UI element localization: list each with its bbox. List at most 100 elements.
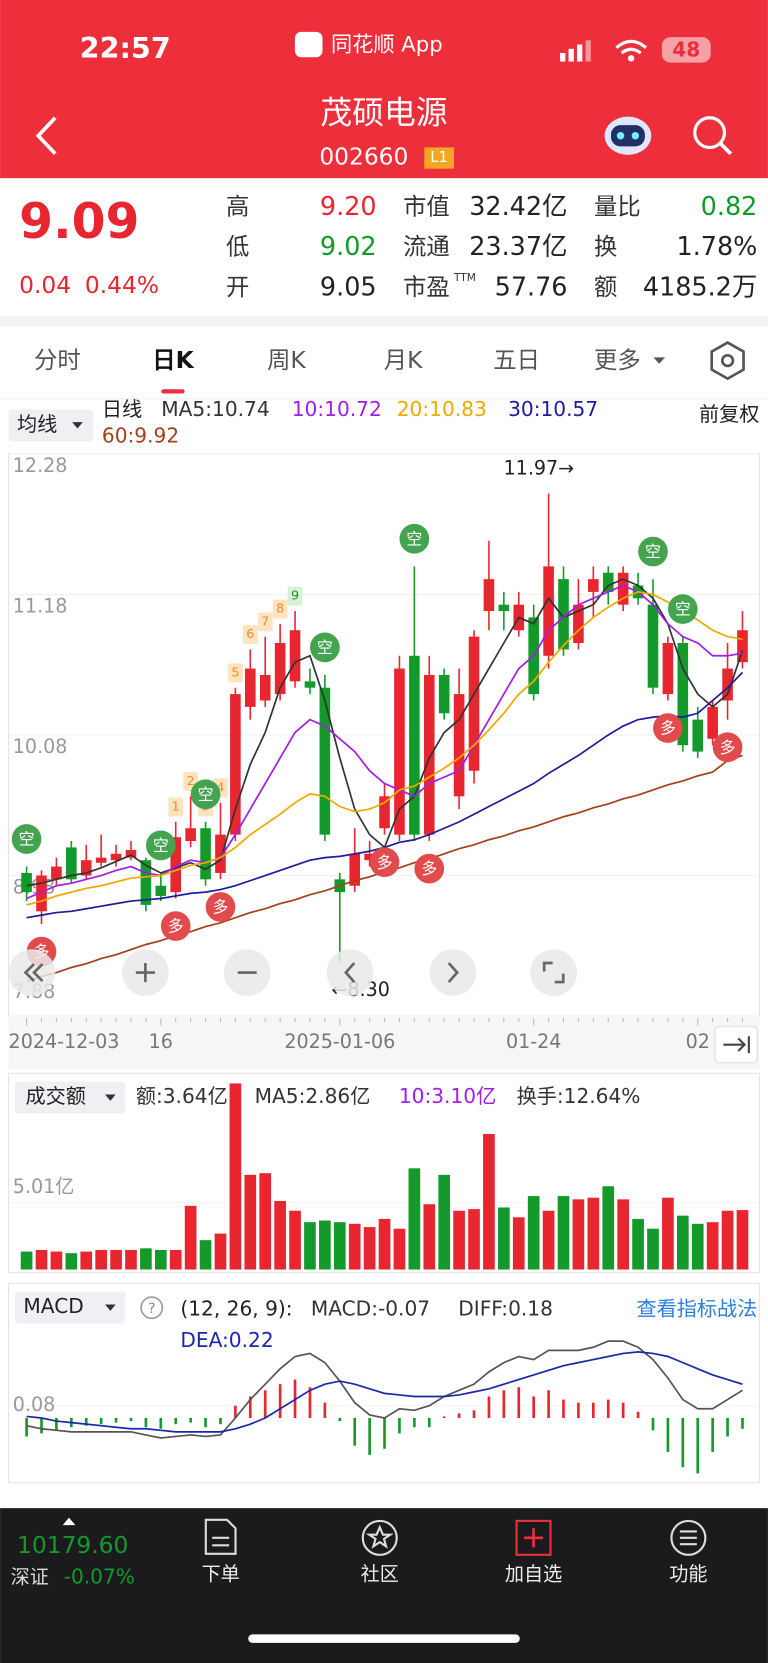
candle-body	[140, 860, 152, 905]
watchlist-icon	[515, 1519, 552, 1556]
volume-bar	[453, 1210, 465, 1270]
stat-label: 开	[226, 273, 249, 301]
signal-badge[interactable]	[205, 892, 236, 922]
indicator-button[interactable]	[8, 409, 94, 442]
fullscreen-button[interactable]	[530, 949, 578, 996]
td-badge	[287, 586, 303, 606]
volume-bar	[587, 1197, 600, 1270]
td-badge	[257, 612, 273, 632]
x-tick-label: 02	[686, 1030, 710, 1053]
signal-label: 多	[213, 897, 229, 916]
candle-body	[36, 875, 47, 912]
candle-body	[170, 837, 182, 893]
signal-label: 空	[406, 529, 422, 548]
stat-value: 9.05	[320, 272, 377, 302]
tab[interactable]: 五日	[493, 346, 540, 374]
nav-label[interactable]: 社区	[361, 1562, 399, 1585]
index-change: -0.07%	[64, 1565, 135, 1589]
volume-bar	[572, 1199, 585, 1270]
index-value: 10179.60	[17, 1531, 128, 1559]
candle-body	[80, 860, 92, 876]
volume-bar	[512, 1217, 525, 1270]
scroll-start-button[interactable]	[8, 949, 56, 996]
volume-frame	[8, 1072, 760, 1274]
macd-button[interactable]	[14, 1291, 126, 1324]
volume-bar	[20, 1251, 33, 1270]
robot-icon[interactable]	[604, 116, 652, 155]
candle-body	[617, 572, 629, 605]
signal-badge[interactable]	[160, 911, 191, 941]
td-count: 1	[172, 799, 180, 814]
volume-bar	[274, 1200, 286, 1270]
back-button[interactable]	[35, 116, 57, 156]
candle-body	[468, 636, 480, 771]
settings-button[interactable]	[710, 341, 745, 381]
tab[interactable]: 月K	[384, 346, 423, 374]
volume-bar	[154, 1249, 167, 1270]
candle-body	[707, 706, 718, 739]
search-button[interactable]	[693, 116, 733, 156]
signal-badge[interactable]	[399, 523, 430, 554]
signal-badge[interactable]	[712, 732, 743, 763]
high-note: 11.97→	[504, 456, 575, 479]
signal-badge[interactable]	[369, 847, 400, 878]
volume-bar	[423, 1204, 436, 1270]
chart-toolbar	[8, 949, 578, 996]
stat-label: 换	[594, 233, 617, 261]
help-icon[interactable]	[140, 1296, 164, 1320]
tab[interactable]: 分时	[34, 346, 81, 374]
stat-value: 9.02	[320, 232, 377, 262]
adjust-label[interactable]: 前复权	[699, 402, 759, 426]
signal-badge[interactable]	[145, 830, 176, 861]
legend-entry: 60:9.92	[102, 423, 179, 447]
nav-label[interactable]: 加自选	[505, 1562, 562, 1585]
volume-button[interactable]	[14, 1081, 126, 1114]
tab[interactable]: 更多	[594, 346, 641, 374]
td-count: 4	[216, 779, 224, 794]
tab-indicator	[161, 389, 185, 394]
candle-body	[394, 668, 405, 835]
td-count: 5	[231, 664, 239, 679]
nav-label[interactable]: 下单	[202, 1562, 240, 1585]
signal-label: 多	[168, 917, 184, 936]
tab[interactable]: 周K	[267, 346, 306, 374]
td-count: 9	[291, 588, 299, 603]
signal-badge[interactable]	[638, 536, 668, 567]
volume-bar	[125, 1249, 137, 1270]
index-arrow	[62, 1517, 76, 1526]
volume-bar	[408, 1168, 421, 1270]
macd-params: (12, 26, 9):	[180, 1296, 292, 1320]
nav-label[interactable]: 功能	[669, 1562, 707, 1585]
signal-badge[interactable]	[414, 853, 445, 884]
volume-bar	[319, 1220, 331, 1270]
candle-body	[543, 566, 554, 656]
signal-badge[interactable]	[190, 779, 221, 810]
prev-button[interactable]	[326, 949, 374, 996]
dropdown-arrow	[72, 422, 83, 429]
tab[interactable]: 日K	[152, 346, 194, 374]
candle-body	[66, 847, 77, 880]
candle-body	[51, 866, 62, 880]
td-count: 2	[187, 773, 195, 788]
signal-label: 空	[153, 836, 169, 855]
volume-stat: 10:3.10亿	[399, 1084, 496, 1108]
candle-body	[95, 857, 107, 863]
date-axis-bg	[8, 1016, 760, 1070]
volume-bar	[348, 1223, 361, 1270]
next-button[interactable]	[429, 949, 477, 996]
macd-line	[26, 1340, 743, 1439]
td-count: 7	[261, 613, 269, 628]
candle-body	[483, 579, 495, 612]
status-time: 22:57	[80, 31, 171, 65]
signal-badge[interactable]	[11, 824, 42, 854]
signal-badge[interactable]	[653, 713, 683, 743]
volume-bar	[184, 1205, 197, 1270]
stat-label: 额	[594, 273, 617, 301]
signal-badge[interactable]	[310, 632, 340, 663]
indicator-guide-link[interactable]: 查看指标战法	[636, 1296, 757, 1320]
volume-stat: 额:3.64亿	[136, 1084, 228, 1108]
y-tick-label: 11.18	[13, 595, 68, 618]
signal-badge[interactable]	[667, 594, 698, 624]
date-axis: 2024-12-03 16 2025-01-06 01-24 02	[9, 1018, 744, 1053]
